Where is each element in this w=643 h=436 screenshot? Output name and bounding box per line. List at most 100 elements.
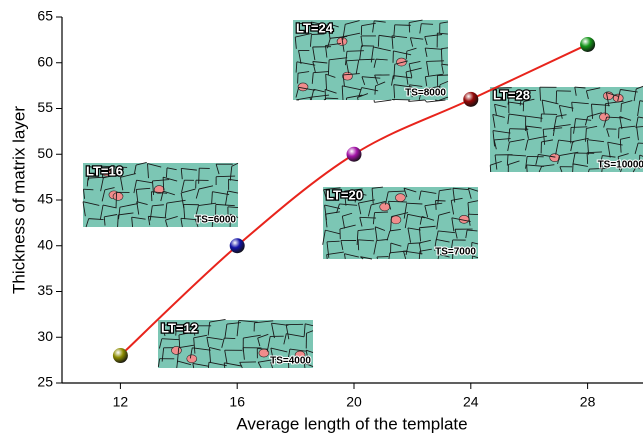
inset-boundary <box>494 154 498 170</box>
inset-boundary <box>493 139 497 150</box>
inset-boundary <box>152 179 170 182</box>
inset-boundary <box>391 35 408 38</box>
inset-boundary <box>344 253 346 260</box>
inset-boundary <box>131 217 134 228</box>
inset-boundary <box>393 24 396 37</box>
inset-boundary <box>161 347 165 362</box>
inset-boundary <box>572 152 576 165</box>
inset-boundary <box>198 168 200 184</box>
inset-boundary <box>374 99 392 103</box>
inset-boundary <box>101 166 104 179</box>
inset-boundary <box>605 92 610 107</box>
inset-boundary <box>313 71 329 74</box>
inset-boundary <box>289 348 306 352</box>
inset-boundary <box>303 362 306 369</box>
inset-boundary <box>297 71 310 74</box>
inset-boundary <box>100 177 104 192</box>
inset-boundary <box>178 344 195 349</box>
inset-boundary <box>403 250 423 255</box>
inset-boundary <box>556 114 567 117</box>
inset-boundary <box>419 239 431 244</box>
inset-boundary <box>162 323 175 326</box>
inset-boundary <box>325 73 336 78</box>
inset-boundary <box>313 88 325 93</box>
inset-boundary <box>506 154 509 166</box>
inset-boundary <box>570 126 588 128</box>
inset-boundary <box>599 155 603 167</box>
inset-boundary <box>543 127 563 130</box>
inset-label: LT=24 <box>296 20 334 35</box>
inset-boundary <box>389 229 401 232</box>
inset-boundary <box>310 89 315 101</box>
inset-boundary <box>424 76 428 86</box>
inset-boundary <box>408 22 411 33</box>
inset-boundary <box>354 192 357 203</box>
inset-boundary <box>358 239 374 242</box>
inset-boundary <box>393 64 396 80</box>
inset-boundary <box>355 59 360 75</box>
inset-boundary <box>437 74 449 77</box>
inset-boundary <box>355 192 367 196</box>
data-point <box>463 91 479 107</box>
inset-boundary <box>104 187 115 191</box>
inset-boundary <box>356 230 359 246</box>
inset-boundary <box>343 191 347 206</box>
inset-boundary <box>585 90 589 100</box>
inset-boundary <box>421 216 435 221</box>
inset-boundary <box>164 203 168 218</box>
inset-boundary <box>406 202 423 205</box>
inset-boundary <box>418 190 422 200</box>
inset-boundary <box>135 162 147 166</box>
inset-boundary <box>306 330 314 334</box>
inset-label: LT=16 <box>86 163 123 178</box>
inset-boundary <box>507 141 510 152</box>
inset-boundary <box>632 166 637 173</box>
inset-boundary <box>374 226 378 241</box>
inset-boundary <box>212 191 230 195</box>
inset-boundary <box>452 187 469 190</box>
inset-boundary <box>405 71 409 85</box>
inset-boundary <box>117 214 119 228</box>
inset-boundary <box>211 191 213 205</box>
inset-boundary <box>305 323 314 327</box>
inset-boundary <box>118 207 121 220</box>
x-tick-label: 24 <box>463 394 479 410</box>
inset-boundary <box>295 33 312 38</box>
inset-boundary <box>329 57 348 61</box>
inset-boundary <box>620 136 631 140</box>
inset-boundary <box>372 186 383 189</box>
inset-boundary <box>419 23 422 34</box>
inset-boundary <box>357 93 369 98</box>
inset-boundary <box>525 156 528 169</box>
inset-boundary <box>601 165 603 173</box>
inset-boundary <box>229 166 233 181</box>
inset-boundary <box>346 50 364 52</box>
inset-sublabel: TS=6000 <box>195 215 236 226</box>
inset-boundary <box>437 32 448 35</box>
inset-boundary <box>618 153 629 158</box>
inset-boundary <box>407 227 421 231</box>
data-point <box>580 36 596 52</box>
inset-boundary <box>572 163 588 167</box>
inset-boundary <box>227 190 239 194</box>
y-tick-label: 65 <box>37 8 53 24</box>
inset-boundary <box>296 96 311 101</box>
inset-boundary <box>419 248 432 252</box>
inset-boundary <box>228 178 239 182</box>
inset-boundary <box>409 84 413 98</box>
inset-boundary <box>541 100 545 114</box>
inset-boundary <box>451 217 471 222</box>
inset-boundary <box>82 201 100 206</box>
inset-boundary <box>621 100 633 105</box>
inset-boundary <box>405 67 422 73</box>
inset-boundary <box>149 205 153 221</box>
inset-boundary <box>341 32 361 38</box>
inset-boundary <box>224 190 229 206</box>
inset-boundary <box>525 115 543 119</box>
inset-boundary <box>327 23 339 28</box>
inset-boundary <box>617 156 620 171</box>
inset-boundary <box>271 323 275 339</box>
inset-boundary <box>136 201 148 205</box>
inset-boundary <box>208 347 212 363</box>
inset-boundary <box>508 128 511 142</box>
